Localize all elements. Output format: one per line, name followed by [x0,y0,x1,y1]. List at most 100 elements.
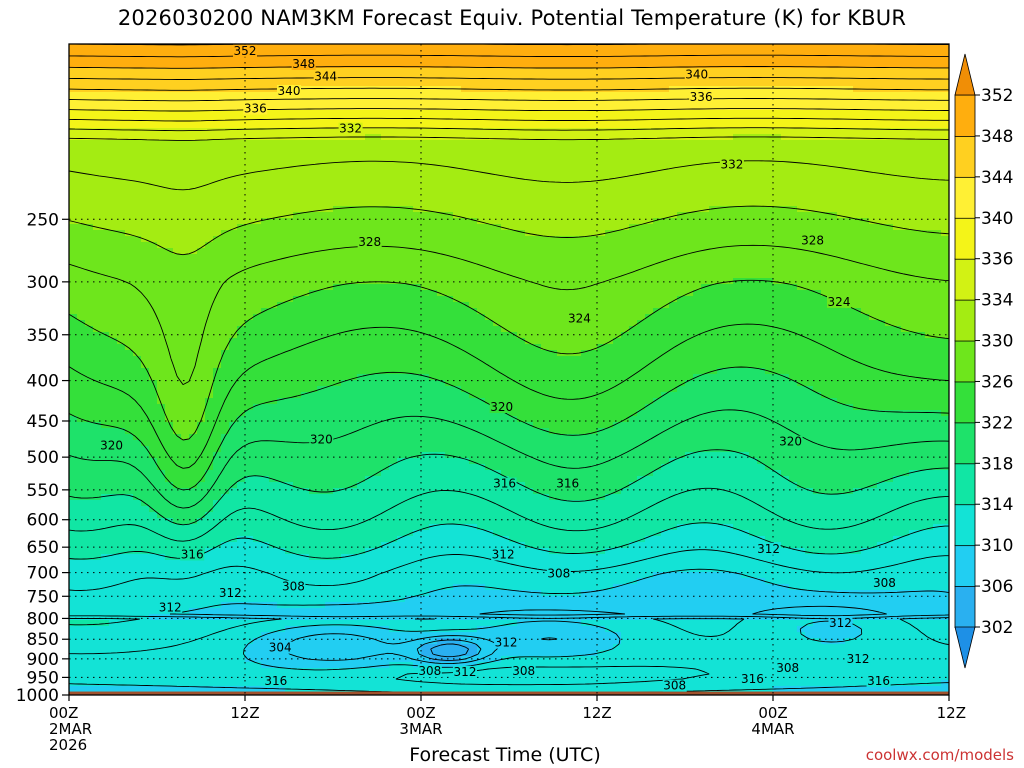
y-tick-label-600: 600 [27,511,59,531]
colorbar-bin-318 [954,421,976,465]
contour-340 [69,108,949,112]
x-tick-label: 12Z [937,704,966,722]
contour-label-bg [492,477,517,490]
contour-label-312: 312 [757,542,780,556]
y-axis: 2503003504004505005506006507007508008509… [16,210,69,706]
x-tick-label: 00Z [49,704,78,722]
contour-label-312: 312 [495,635,518,649]
contour-label-bg [827,295,851,308]
y-tick-label-650: 650 [27,538,59,558]
colorbar-label-340: 340 [981,209,1013,229]
contour-344 [69,87,949,91]
colorbar-bin-348 [954,94,976,137]
contour-350 [69,54,949,58]
grid-lines [69,44,949,695]
x-tick-label: 00Z [406,704,435,722]
contour-310 [69,568,949,694]
contour-label-316: 316 [556,477,579,491]
y-tick-label-250: 250 [27,210,59,230]
colorbar-label-306: 306 [981,577,1013,597]
contour-label-bg [846,653,871,666]
contour-label-308: 308 [512,664,535,678]
x-axis-label: Forecast Time (UTC) [409,744,601,766]
contour-324 [69,323,949,469]
colorbar-bin-344 [954,135,976,178]
contour-label-316: 316 [741,672,764,686]
colorbar-label-334: 334 [981,291,1013,311]
contour-316 [69,487,949,542]
contour-label-308: 308 [282,580,305,594]
contour-label-bg [866,674,891,687]
contour-label-308: 308 [418,664,441,678]
x-tick-label: 4MAR [751,720,794,738]
contour-label-bg [218,587,243,600]
contour-326 [69,279,949,441]
contour-342 [69,98,949,102]
contour-label-bg [243,102,268,115]
contour-label-bg [309,433,334,446]
contour-label-bg [281,580,306,593]
contour-label-320: 320 [100,438,123,452]
contour-label-316: 316 [181,547,204,561]
contour-label-352: 352 [234,44,257,58]
y-tick-label-800: 800 [27,609,59,629]
theta-e-field [69,44,949,695]
contour-label-bg [489,400,514,413]
contour-label-336: 336 [244,101,267,115]
colorbar-label-348: 348 [981,127,1013,147]
contour-label-324: 324 [828,295,851,309]
contour-label-bg [417,665,442,678]
contour-label-320: 320 [310,433,333,447]
y-tick-label-350: 350 [27,326,59,346]
contour-334 [69,136,949,141]
contour-label-bg [740,673,765,686]
contour-label-312: 312 [454,665,477,679]
contour-label-bg [180,548,205,561]
watermark: coolwx.com/models [865,746,1014,764]
colorbar: 302 306 310 314 318 322 326 330 334 336 340 344 348 3… [954,53,1013,669]
contour-label-348: 348 [292,57,315,71]
contour-label-316: 316 [493,477,516,491]
contour-label-bg [872,577,897,590]
y-tick-label-850: 850 [27,630,59,650]
contour-label-340: 340 [278,84,301,98]
contour-label-320: 320 [490,400,513,414]
colorbar-label-344: 344 [981,168,1013,188]
contour-label-bg [277,84,301,97]
contour-label-320: 320 [779,435,802,449]
colorbar-bin-326 [954,340,976,383]
colorbar-low-arrow [954,626,976,669]
colorbar-bin-314 [954,462,976,506]
colorbar-label-322: 322 [981,413,1013,433]
contour-322 [69,366,949,491]
y-tick-label-950: 950 [27,668,59,688]
contour-label-bg [775,661,800,674]
contour-label-308: 308 [663,679,686,693]
contour-318 [69,449,949,526]
contour-346 [69,77,949,80]
contour-label-bg [567,312,592,325]
contour-label-bg [778,435,803,448]
contour-label-328: 328 [358,235,381,249]
contour-label-332: 332 [720,157,743,171]
colorbar-label-352: 352 [981,86,1013,106]
contour-314 [69,522,949,626]
contour-label-340: 340 [685,68,708,82]
contour-320 [69,409,949,509]
contour-label-bg [491,548,516,561]
contour-label-bg [268,641,293,654]
colorbar-bin-302 [954,585,976,628]
y-tick-label-700: 700 [27,564,59,584]
colorbar-bin-340 [954,176,976,219]
colorbar-bin-306 [954,544,976,587]
contour-label-bg [800,234,825,247]
y-tick-label-300: 300 [27,273,59,293]
y-tick-label-900: 900 [27,650,59,670]
colorbar-bin-330 [954,299,976,342]
contour-label-308: 308 [776,661,799,675]
contour-label-312: 312 [829,616,852,630]
colorbar-bin-334 [954,258,976,301]
contour-label-bg [453,665,477,678]
contour-label-bg [511,665,536,678]
